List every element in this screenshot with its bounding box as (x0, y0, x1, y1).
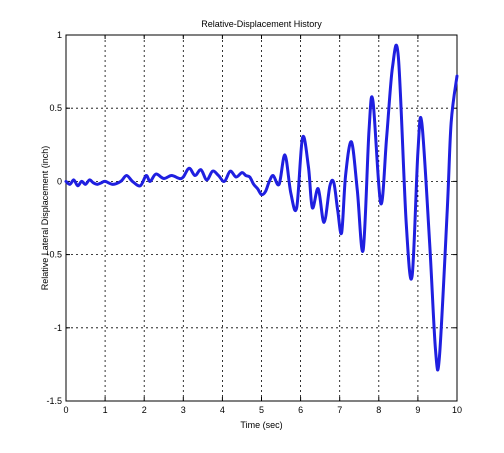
chart-title: Relative-Displacement History (201, 19, 322, 29)
x-axis-label: Time (sec) (240, 420, 282, 430)
x-tick-label: 5 (259, 405, 264, 415)
x-tick-label: 0 (63, 405, 68, 415)
x-axis-tick-labels: 0 1 2 3 4 5 6 7 8 9 10 (63, 405, 462, 415)
series-line (64, 43, 459, 372)
y-tick-label: -1 (54, 323, 62, 333)
x-tick-label: 9 (415, 405, 420, 415)
x-tick-label: 3 (181, 405, 186, 415)
y-axis-label: Relative Lateral Displacement (inch) (40, 146, 50, 291)
axis-ticks (65, 34, 458, 402)
y-tick-label: -1.5 (46, 396, 62, 406)
x-tick-label: 1 (103, 405, 108, 415)
x-tick-label: 8 (376, 405, 381, 415)
y-tick-label: -0.5 (46, 250, 62, 260)
x-tick-label: 4 (220, 405, 225, 415)
x-tick-label: 7 (337, 405, 342, 415)
y-tick-label: 1 (57, 30, 62, 40)
x-tick-label: 2 (142, 405, 147, 415)
y-axis-tick-labels: -1.5 -1 -0.5 0 0.5 1 (46, 30, 62, 406)
y-tick-label: 0 (57, 176, 62, 186)
series-layer (64, 43, 459, 372)
x-tick-label: 10 (452, 405, 462, 415)
x-tick-label: 6 (298, 405, 303, 415)
y-tick-label: 0.5 (49, 103, 62, 113)
